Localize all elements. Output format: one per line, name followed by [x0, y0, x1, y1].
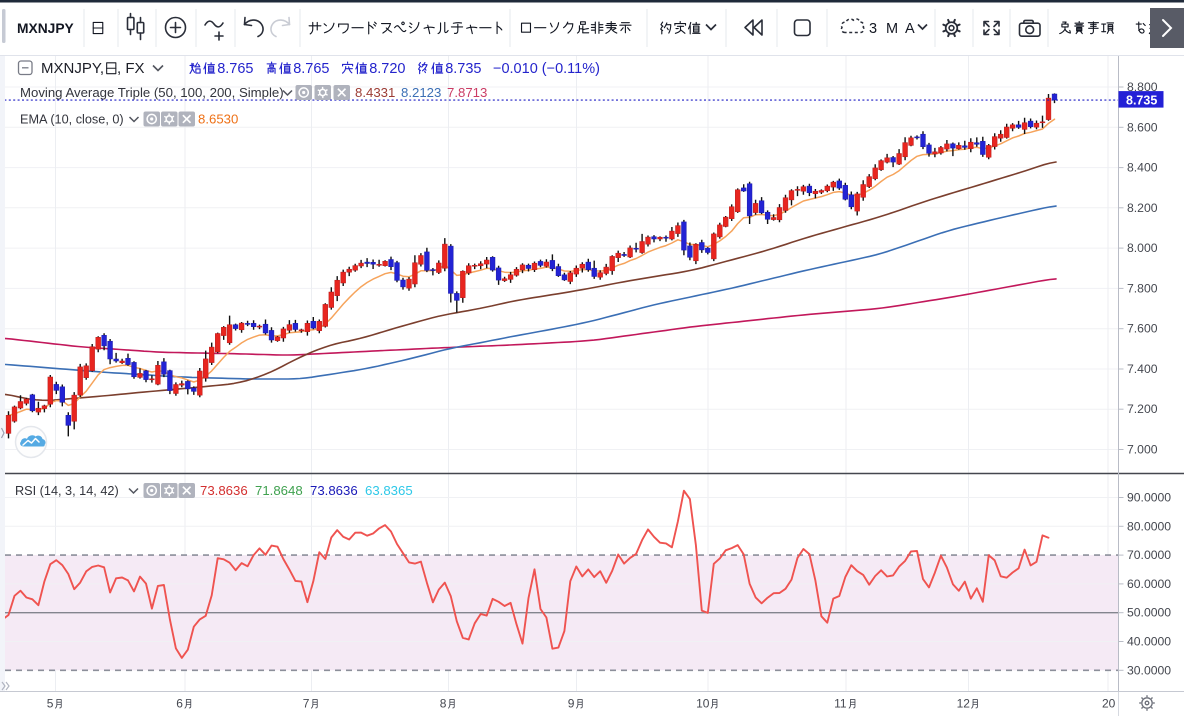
svg-text:A: A: [905, 21, 915, 37]
svg-text:20: 20: [1102, 697, 1116, 711]
svg-text:80.0000: 80.0000: [1127, 519, 1171, 533]
svg-text:8.400: 8.400: [1127, 161, 1158, 175]
svg-text:60.0000: 60.0000: [1127, 577, 1171, 591]
svg-text:7.8713: 7.8713: [447, 85, 487, 100]
svg-text:8.6530: 8.6530: [198, 112, 238, 127]
svg-text:7.000: 7.000: [1127, 443, 1158, 457]
svg-text:70.0000: 70.0000: [1127, 548, 1171, 562]
svg-text:8.600: 8.600: [1127, 120, 1158, 134]
svg-text:8.735: 8.735: [1126, 93, 1157, 107]
svg-text:7.800: 7.800: [1127, 281, 1158, 295]
svg-text:12: 12: [957, 697, 971, 711]
svg-text:7.200: 7.200: [1127, 402, 1158, 416]
svg-text:7.600: 7.600: [1127, 322, 1158, 336]
svg-text:73.8636: 73.8636: [310, 483, 358, 498]
svg-text:M: M: [886, 21, 898, 37]
svg-text:71.8648: 71.8648: [255, 483, 303, 498]
svg-text:30.0000: 30.0000: [1127, 663, 1171, 677]
svg-text:, FX: , FX: [117, 60, 145, 77]
svg-text:73.8636: 73.8636: [200, 483, 248, 498]
svg-text:8.800: 8.800: [1127, 80, 1158, 94]
svg-text:8.2123: 8.2123: [401, 85, 441, 100]
svg-text:8.000: 8.000: [1127, 241, 1158, 255]
svg-text:11: 11: [834, 697, 847, 711]
svg-text:7.400: 7.400: [1127, 362, 1158, 376]
svg-text:8.735: 8.735: [445, 61, 481, 77]
svg-text:8: 8: [440, 697, 447, 711]
svg-text:MXNJPY,: MXNJPY,: [41, 60, 104, 77]
svg-text:90.0000: 90.0000: [1127, 491, 1171, 505]
svg-text:9: 9: [568, 697, 575, 711]
svg-text:5: 5: [47, 697, 54, 711]
svg-text:MXNJPY: MXNJPY: [17, 21, 74, 36]
svg-text:8.765: 8.765: [217, 61, 253, 77]
svg-text:8.765: 8.765: [293, 61, 329, 77]
svg-text:8.720: 8.720: [369, 61, 405, 77]
svg-text:8.4331: 8.4331: [355, 85, 395, 100]
svg-text:6: 6: [176, 697, 183, 711]
svg-text:3: 3: [869, 21, 877, 37]
svg-text:10: 10: [696, 697, 710, 711]
svg-text:EMA (10, close, 0): EMA (10, close, 0): [20, 113, 124, 127]
svg-text:RSI (14, 3, 14, 42): RSI (14, 3, 14, 42): [15, 484, 119, 498]
svg-text:50.0000: 50.0000: [1127, 606, 1171, 620]
svg-text:63.8365: 63.8365: [365, 483, 413, 498]
svg-text:40.0000: 40.0000: [1127, 635, 1171, 649]
svg-text:7: 7: [303, 697, 310, 711]
svg-text:8.200: 8.200: [1127, 201, 1158, 215]
svg-text:Moving Average Triple (50, 100: Moving Average Triple (50, 100, 200, Sim…: [20, 85, 284, 100]
svg-text:−0.010 (−0.11%): −0.010 (−0.11%): [493, 61, 600, 77]
